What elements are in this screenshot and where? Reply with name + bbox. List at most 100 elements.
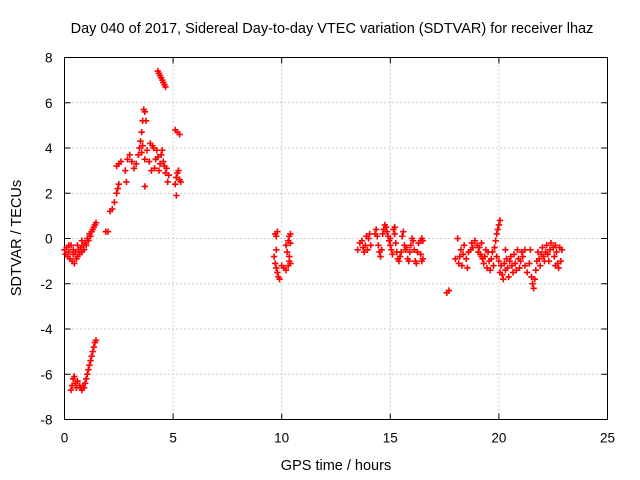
y-tick-label: -8 bbox=[40, 413, 52, 428]
data-point bbox=[487, 266, 494, 274]
data-point bbox=[138, 149, 145, 156]
data-point bbox=[457, 246, 465, 254]
data-point bbox=[523, 269, 531, 276]
data-point bbox=[388, 246, 395, 254]
data-point bbox=[489, 248, 496, 256]
data-point bbox=[505, 273, 512, 281]
data-point bbox=[135, 151, 142, 158]
data-point bbox=[527, 246, 534, 254]
data-point bbox=[65, 248, 73, 256]
data-point bbox=[87, 233, 94, 240]
data-point bbox=[377, 253, 384, 260]
data-point bbox=[399, 233, 406, 240]
data-point bbox=[496, 217, 504, 224]
data-point bbox=[361, 248, 368, 256]
x-axis-label: GPS time / hours bbox=[281, 458, 391, 474]
data-point bbox=[540, 253, 547, 260]
data-point bbox=[459, 251, 467, 258]
data-point bbox=[419, 237, 427, 244]
data-point bbox=[270, 253, 278, 260]
data-point bbox=[534, 248, 542, 256]
data-point bbox=[383, 228, 391, 235]
data-point bbox=[445, 287, 453, 294]
y-tick-label: -4 bbox=[40, 322, 52, 337]
data-point bbox=[177, 178, 184, 186]
data-point bbox=[123, 178, 130, 186]
data-point bbox=[529, 280, 536, 287]
data-point bbox=[389, 251, 396, 258]
data-point bbox=[173, 192, 180, 199]
data-point bbox=[126, 151, 133, 158]
data-point bbox=[283, 248, 291, 256]
data-point bbox=[115, 181, 122, 188]
data-point bbox=[501, 260, 508, 267]
data-point bbox=[132, 160, 140, 168]
data-point bbox=[494, 226, 502, 233]
data-point bbox=[160, 158, 167, 165]
data-point bbox=[114, 185, 121, 192]
data-point bbox=[146, 158, 153, 165]
data-point bbox=[463, 255, 470, 263]
data-point bbox=[163, 165, 170, 172]
data-points bbox=[61, 67, 566, 394]
data-point bbox=[86, 362, 93, 369]
data-point bbox=[175, 167, 182, 174]
data-point bbox=[89, 348, 96, 355]
data-point bbox=[78, 237, 86, 244]
data-point bbox=[365, 235, 372, 242]
data-point bbox=[122, 167, 129, 174]
data-point bbox=[504, 264, 511, 272]
grid bbox=[64, 57, 608, 420]
data-point bbox=[491, 244, 498, 251]
y-tick-label: 8 bbox=[45, 51, 53, 66]
data-point bbox=[506, 257, 513, 265]
data-point bbox=[490, 262, 497, 269]
data-point bbox=[456, 253, 463, 260]
x-tick-labels: 0 5 10 15 20 25 bbox=[61, 431, 615, 446]
data-point bbox=[362, 242, 369, 249]
data-point bbox=[276, 276, 283, 283]
data-point bbox=[409, 237, 417, 244]
axis-ticks bbox=[64, 57, 608, 420]
data-point bbox=[274, 228, 281, 235]
data-point bbox=[553, 248, 560, 256]
data-point bbox=[546, 246, 554, 254]
data-point bbox=[74, 242, 81, 249]
data-point bbox=[130, 165, 138, 172]
data-point bbox=[151, 165, 158, 172]
data-point bbox=[273, 246, 280, 254]
data-point bbox=[372, 226, 380, 233]
data-point bbox=[176, 131, 183, 138]
data-point bbox=[403, 244, 410, 251]
data-point bbox=[124, 156, 131, 163]
data-point bbox=[454, 235, 461, 242]
data-point bbox=[90, 343, 98, 351]
data-point bbox=[500, 276, 507, 283]
data-point bbox=[555, 264, 562, 272]
data-point bbox=[172, 181, 179, 188]
data-point bbox=[69, 246, 77, 254]
data-point bbox=[518, 248, 525, 256]
data-point bbox=[109, 205, 116, 213]
data-point bbox=[526, 260, 533, 267]
y-tick-labels: -8 -6 -4 -2 0 2 4 6 8 bbox=[40, 51, 53, 428]
data-point bbox=[516, 264, 523, 272]
data-point bbox=[162, 169, 169, 177]
data-point bbox=[495, 221, 503, 229]
y-tick-label: 0 bbox=[45, 232, 53, 247]
y-tick-label: -2 bbox=[40, 277, 52, 292]
data-point bbox=[395, 257, 403, 265]
data-point bbox=[282, 266, 290, 274]
data-point bbox=[405, 257, 412, 265]
data-point bbox=[458, 262, 466, 269]
data-point bbox=[104, 228, 112, 235]
data-point bbox=[71, 373, 78, 380]
data-point bbox=[414, 248, 421, 256]
data-point bbox=[136, 144, 143, 152]
data-point bbox=[397, 248, 405, 256]
data-point bbox=[391, 223, 398, 231]
data-point bbox=[367, 242, 374, 249]
data-point bbox=[551, 253, 558, 260]
data-point bbox=[552, 242, 559, 249]
